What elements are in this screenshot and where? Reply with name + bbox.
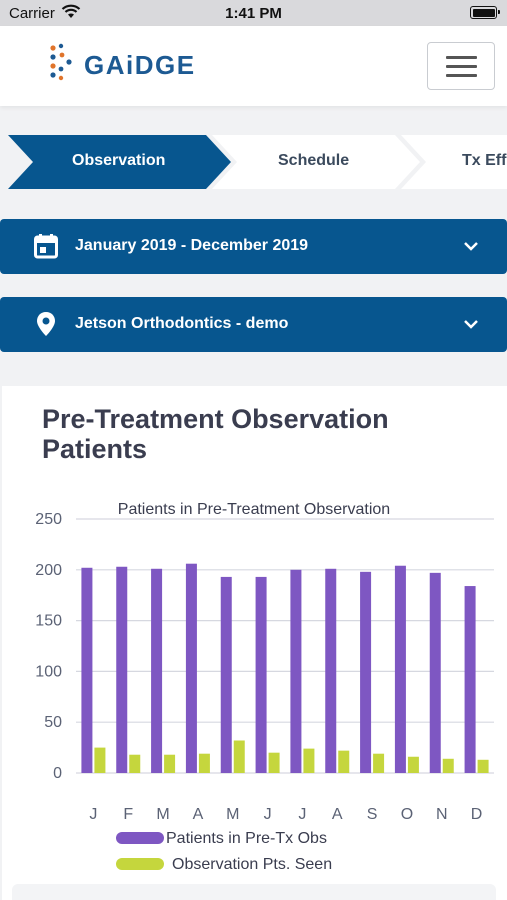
chart-title: Patients in Pre-Treatment Observation [118,501,390,518]
legend-label-series-1: Patients in Pre-Tx Obs [166,830,327,847]
bar-pre-tx-obs [81,567,93,773]
bar-pre-tx-obs [464,586,476,773]
step-tx-efficiency[interactable]: Tx Effi [462,152,507,169]
x-tick-label: J [264,806,272,823]
bar-pre-tx-obs [151,568,163,773]
calendar-icon [34,234,58,259]
hamburger-menu-icon [446,56,477,59]
x-tick-label: O [401,806,413,823]
bar-pts-seen [129,754,141,773]
bar-pts-seen [338,750,350,773]
step-observation-bg [8,135,231,189]
x-tick-label: A [193,806,204,823]
card-title: Pre-Treatment Observation Patients [42,404,389,464]
bar-pts-seen [94,747,106,773]
date-range-selector[interactable]: January 2019 - December 2019 [0,219,507,274]
legend-swatch-series-1 [116,832,164,844]
step-schedule[interactable]: Schedule [278,152,350,169]
app-header: GAiDGE [0,26,507,106]
location-label: Jetson Orthodontics - demo [75,315,289,332]
carrier-label: Carrier [9,5,55,22]
y-tick-label: 100 [35,663,62,680]
logo-mark-icon [50,43,72,81]
bar-pts-seen [268,752,280,773]
bar-pts-seen [303,748,315,773]
bar-pts-seen [164,754,176,773]
bar-pts-seen [373,753,385,773]
y-axis-ticks: 0 50 100 150 200 250 [35,511,62,782]
x-tick-label: S [367,806,378,823]
y-tick-label: 200 [35,562,62,579]
bar-pre-tx-obs [220,576,232,773]
map-pin-icon [37,312,55,336]
menu-button[interactable] [427,42,495,90]
bar-pts-seen [198,753,210,773]
bar-pre-tx-obs [360,571,372,773]
clock: 1:41 PM [225,5,282,22]
bar-pts-seen [407,756,419,773]
x-tick-label: A [332,806,343,823]
wifi-icon [61,4,81,18]
y-tick-label: 150 [35,613,62,630]
hamburger-bar [446,74,477,77]
chart-bars [81,563,489,773]
x-tick-label: M [226,806,239,823]
bar-pts-seen [442,758,454,773]
location-selector[interactable]: Jetson Orthodontics - demo [0,297,507,352]
hamburger-bar [446,65,477,68]
chevron-down-icon [464,320,478,329]
observation-card: Pre-Treatment Observation Patients Patie… [2,386,507,900]
bar-pre-tx-obs [255,576,267,773]
workflow-stepper: Observation Schedule Tx Effi [0,135,507,189]
bar-pre-tx-obs [325,568,337,773]
y-tick-label: 50 [44,714,62,731]
bar-pre-tx-obs [290,569,302,773]
chart-grid [76,518,494,774]
y-tick-label: 250 [35,511,62,528]
x-tick-label: N [436,806,448,823]
x-tick-label: J [89,806,97,823]
bar-pre-tx-obs [185,563,197,773]
stepper-chevrons [8,135,507,189]
x-tick-label: D [471,806,483,823]
step-tx-bg [401,135,507,189]
bar-pre-tx-obs [116,566,128,773]
legend-swatch-series-2 [116,858,164,870]
observation-bar-chart: Patients in Pre-Treatment Observation 0 5… [35,501,494,823]
x-tick-label: J [298,806,306,823]
y-tick-label: 0 [53,765,62,782]
bar-pre-tx-obs [429,572,441,773]
chevron-down-icon [464,242,478,251]
legend-label-series-2: Observation Pts. Seen [172,856,333,873]
battery-icon [470,6,500,19]
next-card-edge [12,884,496,900]
bar-pts-seen [233,740,245,773]
bar-pre-tx-obs [394,565,406,773]
status-bar: Carrier 1:41 PM [0,0,507,26]
brand-logo[interactable]: GAiDGE [48,42,218,86]
logo-text: GAiDGE [84,50,196,80]
date-range-label: January 2019 - December 2019 [75,237,309,254]
step-observation[interactable]: Observation [72,152,166,169]
x-tick-label: F [123,806,133,823]
x-tick-label: M [156,806,169,823]
bar-pts-seen [477,759,489,773]
step-schedule-bg [212,135,420,189]
